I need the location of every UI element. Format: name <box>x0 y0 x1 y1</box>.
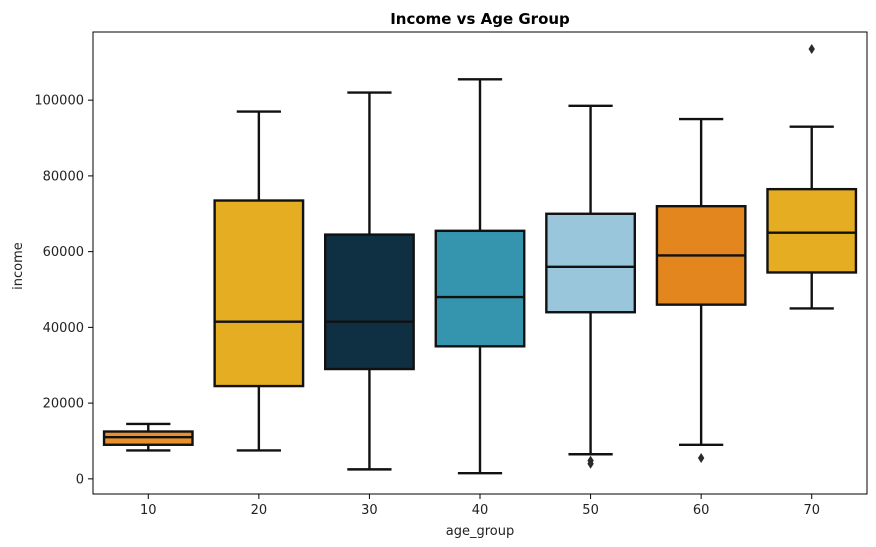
box <box>434 229 526 348</box>
box-group-70 <box>766 44 858 310</box>
x-axis-label: age_group <box>446 524 514 539</box>
box-group-30 <box>324 91 415 471</box>
box <box>213 199 305 388</box>
plot-area <box>102 44 858 475</box>
x-tick-label: 20 <box>251 503 268 518</box>
box <box>766 187 858 274</box>
y-axis: 0 20000 40000 60000 80000 100000 <box>34 94 93 487</box>
box-group-50 <box>545 104 636 469</box>
plot-frame <box>92 31 868 495</box>
y-tick-label: 100000 <box>34 94 84 109</box>
box-group-20 <box>213 110 305 452</box>
box-group-10 <box>102 422 194 452</box>
outlier-point <box>808 44 815 55</box>
y-tick-label: 40000 <box>43 321 84 336</box>
x-tick-label: 30 <box>361 503 378 518</box>
outlier-point <box>587 455 594 466</box>
x-tick-label: 70 <box>803 503 820 518</box>
y-tick-label: 0 <box>76 472 84 487</box>
chart-title: Income vs Age Group <box>390 10 570 28</box>
x-tick-label: 40 <box>472 503 489 518</box>
outlier-point <box>697 453 705 464</box>
box <box>324 233 415 371</box>
y-tick-label: 60000 <box>43 245 84 260</box>
y-axis-label: income <box>11 242 26 290</box>
x-tick-label: 10 <box>140 503 157 518</box>
x-tick-label: 50 <box>582 503 599 518</box>
x-axis: 10 20 30 40 50 60 70 <box>140 494 820 518</box>
y-tick-label: 80000 <box>43 169 84 184</box>
y-tick-label: 20000 <box>43 397 84 412</box>
box-group-40 <box>434 78 526 475</box>
box <box>545 212 636 314</box>
x-tick-label: 60 <box>693 503 710 518</box>
box-group-60 <box>655 117 747 464</box>
